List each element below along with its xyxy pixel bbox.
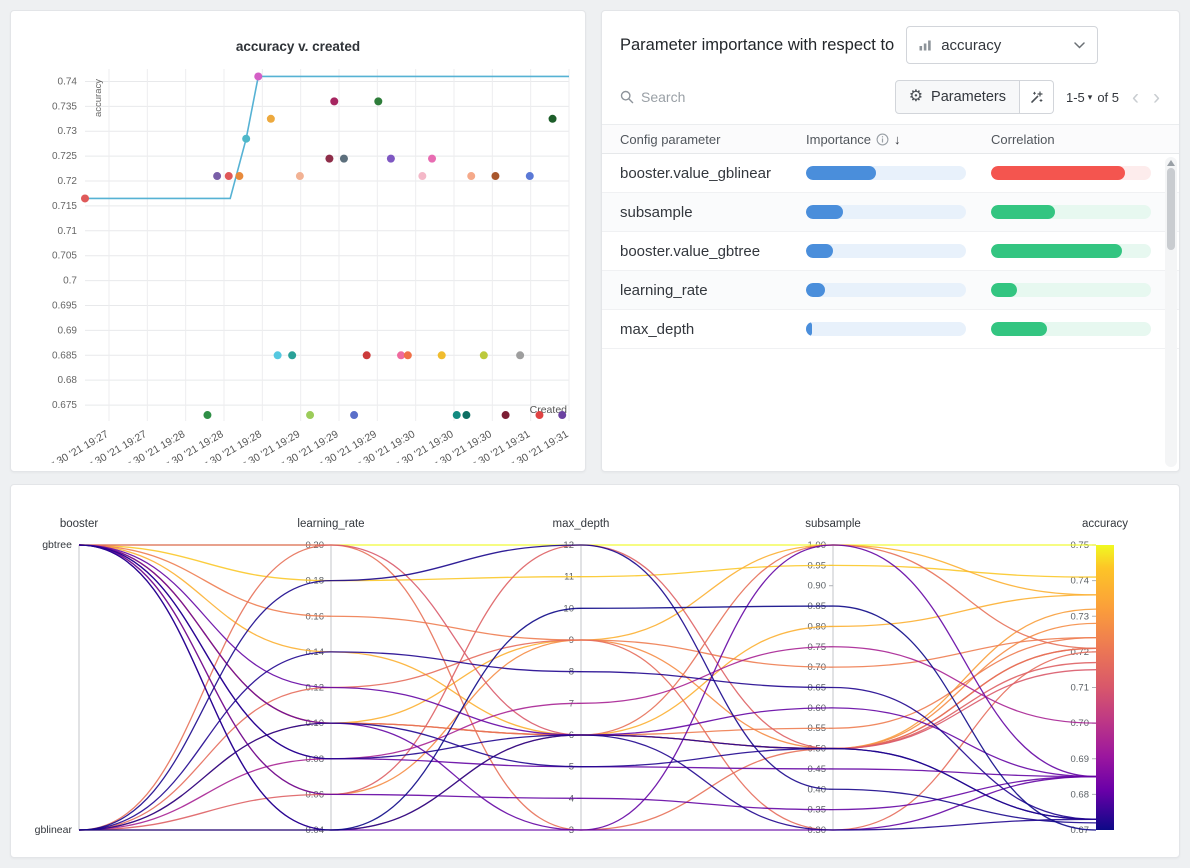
svg-text:learning_rate: learning_rate: [297, 518, 364, 530]
svg-text:0.40: 0.40: [808, 784, 827, 795]
svg-text:0.735: 0.735: [52, 101, 77, 112]
table-row[interactable]: booster.value_gbtree: [602, 232, 1179, 271]
importance-bar: [806, 322, 991, 336]
info-icon[interactable]: [876, 133, 889, 146]
svg-text:0.74: 0.74: [58, 76, 78, 87]
correlation-bar: [991, 205, 1157, 219]
col-correlation[interactable]: Correlation: [991, 131, 1055, 147]
col-config-parameter[interactable]: Config parameter: [620, 131, 721, 147]
pagination: 1-5 ▾ of 5: [1066, 90, 1119, 105]
table-row[interactable]: max_depth: [602, 310, 1179, 349]
parameters-button-label: Parameters: [931, 89, 1006, 105]
importance-bar: [806, 244, 991, 258]
search-box[interactable]: [620, 89, 771, 105]
pagination-total: of 5: [1097, 89, 1119, 105]
chevron-down-icon: [1074, 41, 1085, 49]
svg-text:gbtree: gbtree: [42, 539, 72, 551]
importance-bar: [806, 166, 991, 180]
scrollbar-thumb[interactable]: [1167, 168, 1175, 250]
scatter-chart-panel: 0.675 0.68 0.685 0.69 0.695 0.7 0.705 0.71 0.715…: [10, 10, 586, 472]
svg-text:subsample: subsample: [805, 518, 861, 530]
svg-text:accuracy: accuracy: [1082, 518, 1128, 530]
svg-text:0.67: 0.67: [1071, 825, 1090, 836]
table-row[interactable]: booster.value_gblinear: [602, 154, 1179, 193]
svg-text:0.71: 0.71: [58, 226, 78, 237]
correlation-bar: [991, 322, 1157, 336]
table-toolbar: ⚙ Parameters 1-5: [602, 72, 1179, 124]
svg-text:0.68: 0.68: [1071, 789, 1090, 800]
parameters-button-group: ⚙ Parameters: [894, 80, 1054, 114]
svg-text:0.16: 0.16: [306, 611, 325, 622]
svg-text:booster: booster: [60, 518, 99, 530]
toolbar-right: ⚙ Parameters 1-5: [894, 80, 1161, 114]
pagination-range[interactable]: 1-5 ▾: [1066, 90, 1092, 105]
table-row[interactable]: subsample: [602, 193, 1179, 232]
panel-title: Parameter importance with respect to: [620, 35, 895, 54]
table-header: Config parameter Importance ↓ Correlatio…: [602, 124, 1179, 154]
svg-text:gblinear: gblinear: [35, 824, 73, 836]
config-parameter-name: subsample: [620, 203, 693, 221]
svg-text:0.705: 0.705: [52, 251, 77, 262]
svg-text:0.70: 0.70: [1071, 718, 1090, 729]
parallel-coordinates-chart[interactable]: boostergbtreegblinearlearning_rate0.040.…: [21, 495, 1171, 849]
svg-text:0.675: 0.675: [52, 400, 77, 411]
importance-bar: [806, 205, 991, 219]
importance-table: Config parameter Importance ↓ Correlatio…: [602, 124, 1179, 349]
svg-text:0.695: 0.695: [52, 300, 77, 311]
caret-down-icon: ▾: [1087, 91, 1093, 102]
parameter-importance-panel: Parameter importance with respect to acc…: [601, 10, 1180, 472]
svg-text:0.70: 0.70: [808, 662, 827, 673]
config-parameter-name: max_depth: [620, 320, 695, 338]
magic-wand-button[interactable]: [1019, 80, 1054, 114]
accuracy-vs-created-chart[interactable]: 0.675 0.68 0.685 0.69 0.695 0.7 0.705 0.71 0.715…: [21, 21, 575, 463]
svg-text:0.685: 0.685: [52, 350, 77, 361]
svg-text:0.725: 0.725: [52, 151, 77, 162]
svg-text:0.7: 0.7: [63, 276, 77, 287]
svg-text:0.73: 0.73: [58, 126, 78, 137]
svg-text:0.74: 0.74: [1071, 576, 1090, 587]
pagination-range-label: 1-5: [1065, 89, 1085, 105]
config-parameter-name: learning_rate: [620, 281, 708, 299]
svg-text:0.18: 0.18: [306, 576, 325, 587]
gear-icon: ⚙: [908, 88, 924, 105]
svg-text:0.69: 0.69: [58, 325, 78, 336]
search-icon: [620, 90, 634, 104]
col-importance[interactable]: Importance ↓: [806, 132, 991, 147]
svg-text:accuracy: accuracy: [93, 79, 104, 117]
parameters-button[interactable]: ⚙ Parameters: [894, 80, 1020, 114]
correlation-bar: [991, 244, 1157, 258]
sort-desc-icon[interactable]: ↓: [894, 131, 901, 147]
config-parameter-name: booster.value_gbtree: [620, 242, 761, 260]
parallel-coordinates-panel: booster gbtree gblinear learning_rate 0.04 0.…: [10, 484, 1180, 858]
svg-text:0.68: 0.68: [58, 375, 78, 386]
svg-text:0.73: 0.73: [1071, 611, 1090, 622]
correlation-bar: [991, 283, 1157, 297]
chevron-right-icon[interactable]: ›: [1153, 85, 1160, 109]
metric-chart-icon: [919, 39, 932, 51]
svg-text:accuracy v. created: accuracy v. created: [236, 39, 360, 54]
magic-wand-icon: [1029, 90, 1044, 105]
table-body: booster.value_gblinear subsample booster.v…: [602, 154, 1179, 349]
svg-text:0.69: 0.69: [1071, 754, 1090, 765]
panel-header: Parameter importance with respect to acc…: [602, 11, 1179, 72]
svg-text:max_depth: max_depth: [553, 518, 610, 530]
svg-text:0.90: 0.90: [808, 581, 827, 592]
chevron-left-icon[interactable]: ‹: [1132, 85, 1139, 109]
table-row[interactable]: learning_rate: [602, 271, 1179, 310]
col-importance-label: Importance: [806, 131, 872, 147]
svg-text:0.72: 0.72: [58, 176, 78, 187]
scrollbar[interactable]: [1165, 157, 1177, 467]
importance-bar: [806, 283, 991, 297]
svg-text:0.71: 0.71: [1071, 683, 1090, 694]
config-parameter-name: booster.value_gblinear: [620, 164, 771, 182]
correlation-bar: [991, 166, 1157, 180]
search-input[interactable]: [641, 89, 771, 105]
svg-text:0.715: 0.715: [52, 201, 77, 212]
scrollbar-up-arrow-icon[interactable]: [1167, 160, 1175, 166]
metric-dropdown-value: accuracy: [941, 36, 1002, 54]
metric-dropdown[interactable]: accuracy: [906, 26, 1099, 64]
